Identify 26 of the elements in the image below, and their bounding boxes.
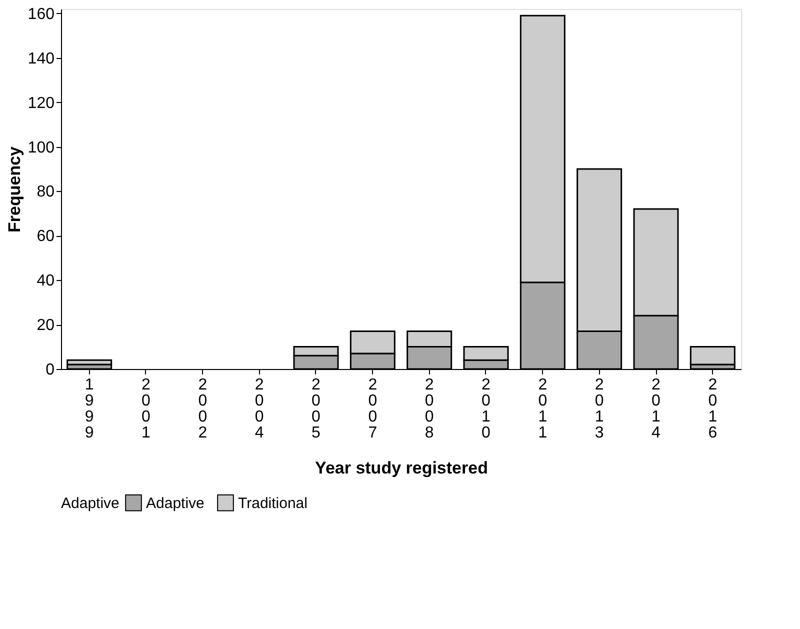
x-tick-label: 2004 bbox=[254, 376, 264, 442]
y-tick-label: 160 bbox=[28, 6, 55, 23]
x-tick-label: 2008 bbox=[424, 376, 434, 442]
y-axis-title: Frequency bbox=[4, 146, 24, 232]
y-tick-label: 80 bbox=[36, 184, 55, 201]
x-axis-title: Year study registered bbox=[315, 458, 488, 478]
x-tick-label: 2010 bbox=[482, 376, 491, 442]
x-tick-label: 2002 bbox=[198, 376, 208, 442]
x-tick-label: 2011 bbox=[538, 376, 548, 442]
y-tick-label: 140 bbox=[28, 50, 55, 68]
y-tick-label: 60 bbox=[36, 228, 55, 246]
x-tick-label: 2007 bbox=[368, 376, 378, 442]
y-tick-label: 100 bbox=[28, 139, 55, 156]
y-tick-label: 40 bbox=[36, 272, 55, 290]
y-tick-label: 0 bbox=[46, 362, 55, 378]
legend-label: Adaptive bbox=[146, 494, 204, 512]
x-tick-label: 2016 bbox=[708, 376, 718, 442]
x-tick-label: 2014 bbox=[652, 376, 661, 442]
x-tick-label: 2005 bbox=[312, 376, 321, 442]
x-tick-label: 1999 bbox=[84, 376, 94, 442]
legend-title: Adaptive bbox=[61, 495, 120, 512]
x-tick-label: 2013 bbox=[594, 376, 604, 442]
y-tick-label: 20 bbox=[36, 317, 55, 334]
legend-label: Traditional bbox=[238, 494, 308, 512]
x-tick-label: 2001 bbox=[142, 376, 151, 442]
y-tick-label: 120 bbox=[28, 94, 55, 112]
